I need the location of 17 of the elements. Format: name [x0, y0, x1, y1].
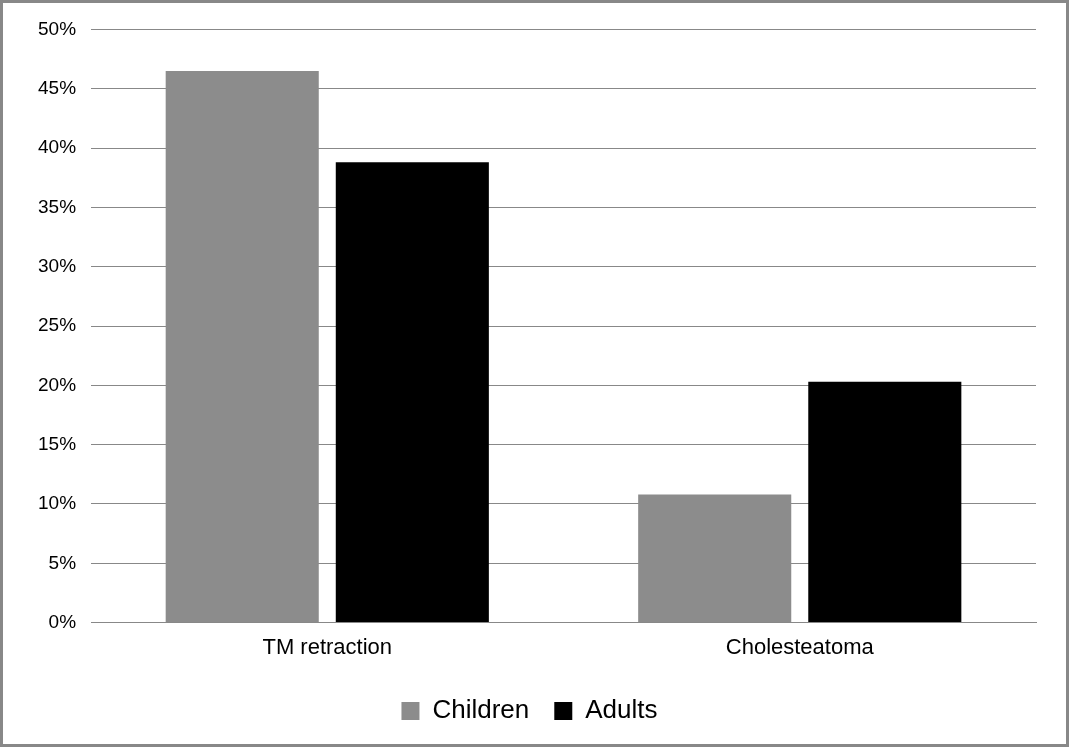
y-tick-label: 15% [38, 432, 77, 454]
y-tick-label: 20% [38, 373, 77, 395]
legend-label: Adults [585, 694, 658, 725]
y-tick-label: 45% [38, 76, 77, 98]
y-tick-label: 5% [48, 551, 77, 573]
y-tick-label: 0% [48, 610, 77, 632]
y-tick-label: 35% [38, 195, 77, 217]
x-tick-label: TM retraction [262, 633, 393, 659]
y-tick-label: 30% [38, 254, 77, 276]
y-tick-label: 25% [38, 314, 77, 336]
y-tick-label: 40% [38, 136, 77, 158]
bar [808, 381, 962, 623]
y-tick-label: 10% [38, 492, 77, 514]
x-tick-label: Cholesteatoma [725, 633, 875, 659]
bar [335, 162, 489, 623]
y-tick-label: 50% [38, 17, 77, 39]
legend-label: Children [432, 694, 530, 725]
